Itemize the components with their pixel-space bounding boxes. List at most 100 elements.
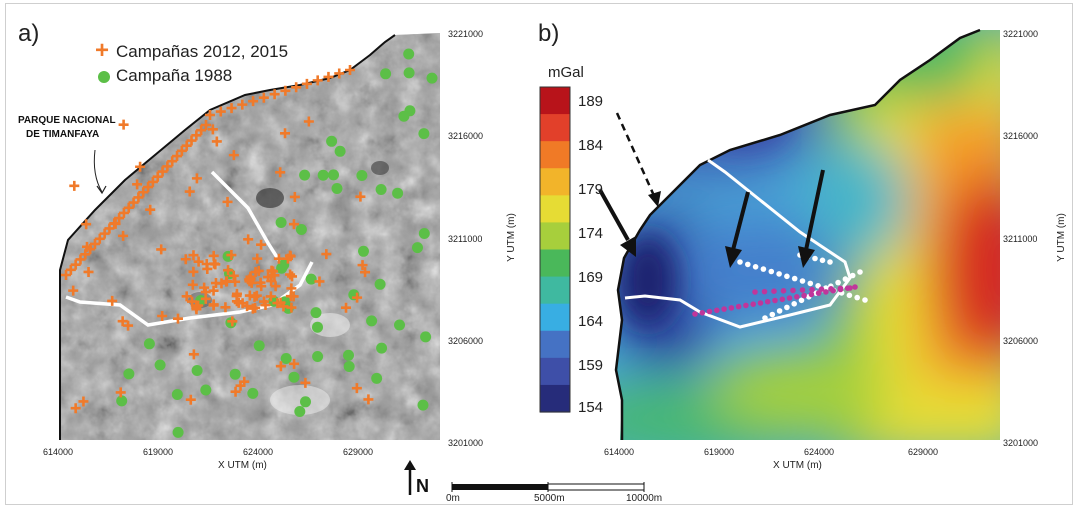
campaign-1988-points bbox=[116, 48, 438, 438]
survey-point bbox=[757, 300, 764, 306]
campaign-2012-2015-point bbox=[286, 302, 297, 313]
campaign-1988-point bbox=[191, 365, 203, 376]
colorbar-tick: 189 bbox=[578, 93, 604, 110]
campaign-1988-point bbox=[123, 368, 135, 380]
survey-point bbox=[737, 259, 743, 265]
campaign-2012-2015-point bbox=[114, 213, 125, 224]
campaign-2012-2015-point bbox=[252, 253, 263, 264]
campaign-2012-2015-point bbox=[147, 176, 158, 187]
campaign-2012-2015-point bbox=[65, 264, 76, 275]
survey-point bbox=[784, 273, 790, 280]
survey-profile-points bbox=[692, 252, 868, 321]
campaign-2012-2015-point bbox=[287, 271, 298, 282]
campaign-2012-2015-point bbox=[244, 276, 255, 287]
campaign-2012-2015-point bbox=[162, 161, 173, 172]
green-dot-icon bbox=[98, 71, 110, 83]
survey-point bbox=[771, 288, 777, 295]
campaign-2012-2015-point bbox=[255, 277, 266, 288]
y-tick-b: 3201000 bbox=[1003, 438, 1039, 448]
survey-point bbox=[762, 315, 768, 321]
survey-point bbox=[812, 255, 818, 262]
campaign-1988-point bbox=[394, 319, 405, 331]
survey-point bbox=[842, 276, 849, 282]
campaign-2012-2015-point bbox=[265, 291, 276, 302]
survey-point bbox=[808, 291, 815, 298]
campaign-2012-2015-points bbox=[61, 65, 374, 414]
campaign-1988-point bbox=[334, 145, 346, 157]
survey-point bbox=[706, 308, 713, 315]
colorbar-segment bbox=[540, 303, 570, 332]
legend-item-2012-2015: Campañas 2012, 2015 bbox=[116, 42, 289, 61]
campaign-2012-2015-point bbox=[226, 250, 237, 261]
coastline-b bbox=[614, 28, 981, 440]
survey-point bbox=[807, 280, 814, 287]
survey-point bbox=[776, 271, 782, 277]
survey-point bbox=[699, 310, 706, 316]
colorbar-segment bbox=[540, 276, 570, 305]
survey-point bbox=[835, 279, 841, 286]
colorbar bbox=[540, 87, 570, 413]
campaign-2012-2015-point bbox=[187, 279, 198, 290]
y-tick-a: 3206000 bbox=[448, 336, 484, 346]
campaign-2012-2015-point bbox=[220, 302, 231, 313]
campaign-1988-point bbox=[154, 359, 166, 371]
x-axis-title-a: X UTM (m) bbox=[218, 460, 267, 471]
survey-point bbox=[857, 269, 863, 275]
campaign-1988-point bbox=[229, 368, 241, 380]
campaign-2012-2015-point bbox=[266, 276, 277, 287]
campaign-2012-2015-point bbox=[270, 281, 281, 292]
campaign-2012-2015-point bbox=[99, 228, 110, 239]
colorbar-tick: 159 bbox=[578, 357, 604, 374]
campaign-2012-2015-point bbox=[188, 349, 199, 360]
x-tick-a: 624000 bbox=[243, 447, 274, 457]
y-tick-a: 3201000 bbox=[448, 438, 484, 448]
campaign-1988-point bbox=[420, 331, 432, 343]
campaign-2012-2015-point bbox=[157, 166, 168, 177]
campaign-1988-point bbox=[358, 245, 369, 257]
campaign-2012-2015-point bbox=[222, 196, 233, 207]
survey-point bbox=[752, 289, 758, 295]
campaign-1988-point bbox=[280, 353, 292, 364]
campaign-2012-2015-point bbox=[280, 128, 291, 139]
campaign-2012-2015-point bbox=[209, 258, 220, 269]
y-tick-a: 3211000 bbox=[448, 234, 483, 244]
campaign-2012-2015-point bbox=[89, 238, 100, 249]
campaign-2012-2015-point bbox=[352, 292, 363, 303]
survey-point bbox=[790, 287, 796, 294]
campaign-2012-2015-point bbox=[312, 75, 323, 86]
campaign-1988-point bbox=[375, 184, 387, 195]
campaign-1988-point bbox=[225, 317, 237, 329]
campaign-1988-point bbox=[398, 110, 410, 122]
survey-point bbox=[815, 290, 822, 296]
campaign-2012-2015-point bbox=[180, 254, 191, 265]
campaign-2012-2015-point bbox=[289, 358, 300, 369]
campaign-1988-point bbox=[418, 228, 430, 239]
campaign-2012-2015-point bbox=[172, 313, 183, 324]
campaign-2012-2015-point bbox=[215, 106, 226, 117]
campaign-2012-2015-point bbox=[69, 180, 80, 191]
campaign-2012-2015-point bbox=[345, 65, 355, 75]
campaign-2012-2015-point bbox=[193, 256, 204, 267]
campaign-2012-2015-point bbox=[208, 285, 219, 296]
campaign-2012-2015-point bbox=[128, 197, 139, 208]
campaign-2012-2015-point bbox=[191, 130, 202, 141]
survey-point bbox=[809, 286, 815, 293]
survey-point bbox=[735, 303, 742, 310]
colorbar-tick: 169 bbox=[578, 269, 604, 286]
campaign-2012-2015-point bbox=[272, 298, 283, 309]
campaign-2012-2015-point bbox=[81, 219, 92, 230]
campaign-2012-2015-point bbox=[200, 293, 211, 304]
campaign-1988-point bbox=[403, 67, 415, 79]
colorbar-segment bbox=[540, 114, 570, 142]
campaign-2012-2015-point bbox=[250, 267, 261, 278]
colorbar-tick: 179 bbox=[578, 181, 604, 198]
survey-point bbox=[750, 301, 756, 308]
campaign-1988-point bbox=[403, 48, 415, 60]
campaign-2012-2015-point bbox=[201, 120, 211, 130]
campaign-2012-2015-point bbox=[61, 270, 71, 280]
campaign-2012-2015-point bbox=[243, 234, 254, 245]
campaign-2012-2015-point bbox=[83, 266, 94, 277]
campaign-2012-2015-point bbox=[227, 316, 238, 327]
